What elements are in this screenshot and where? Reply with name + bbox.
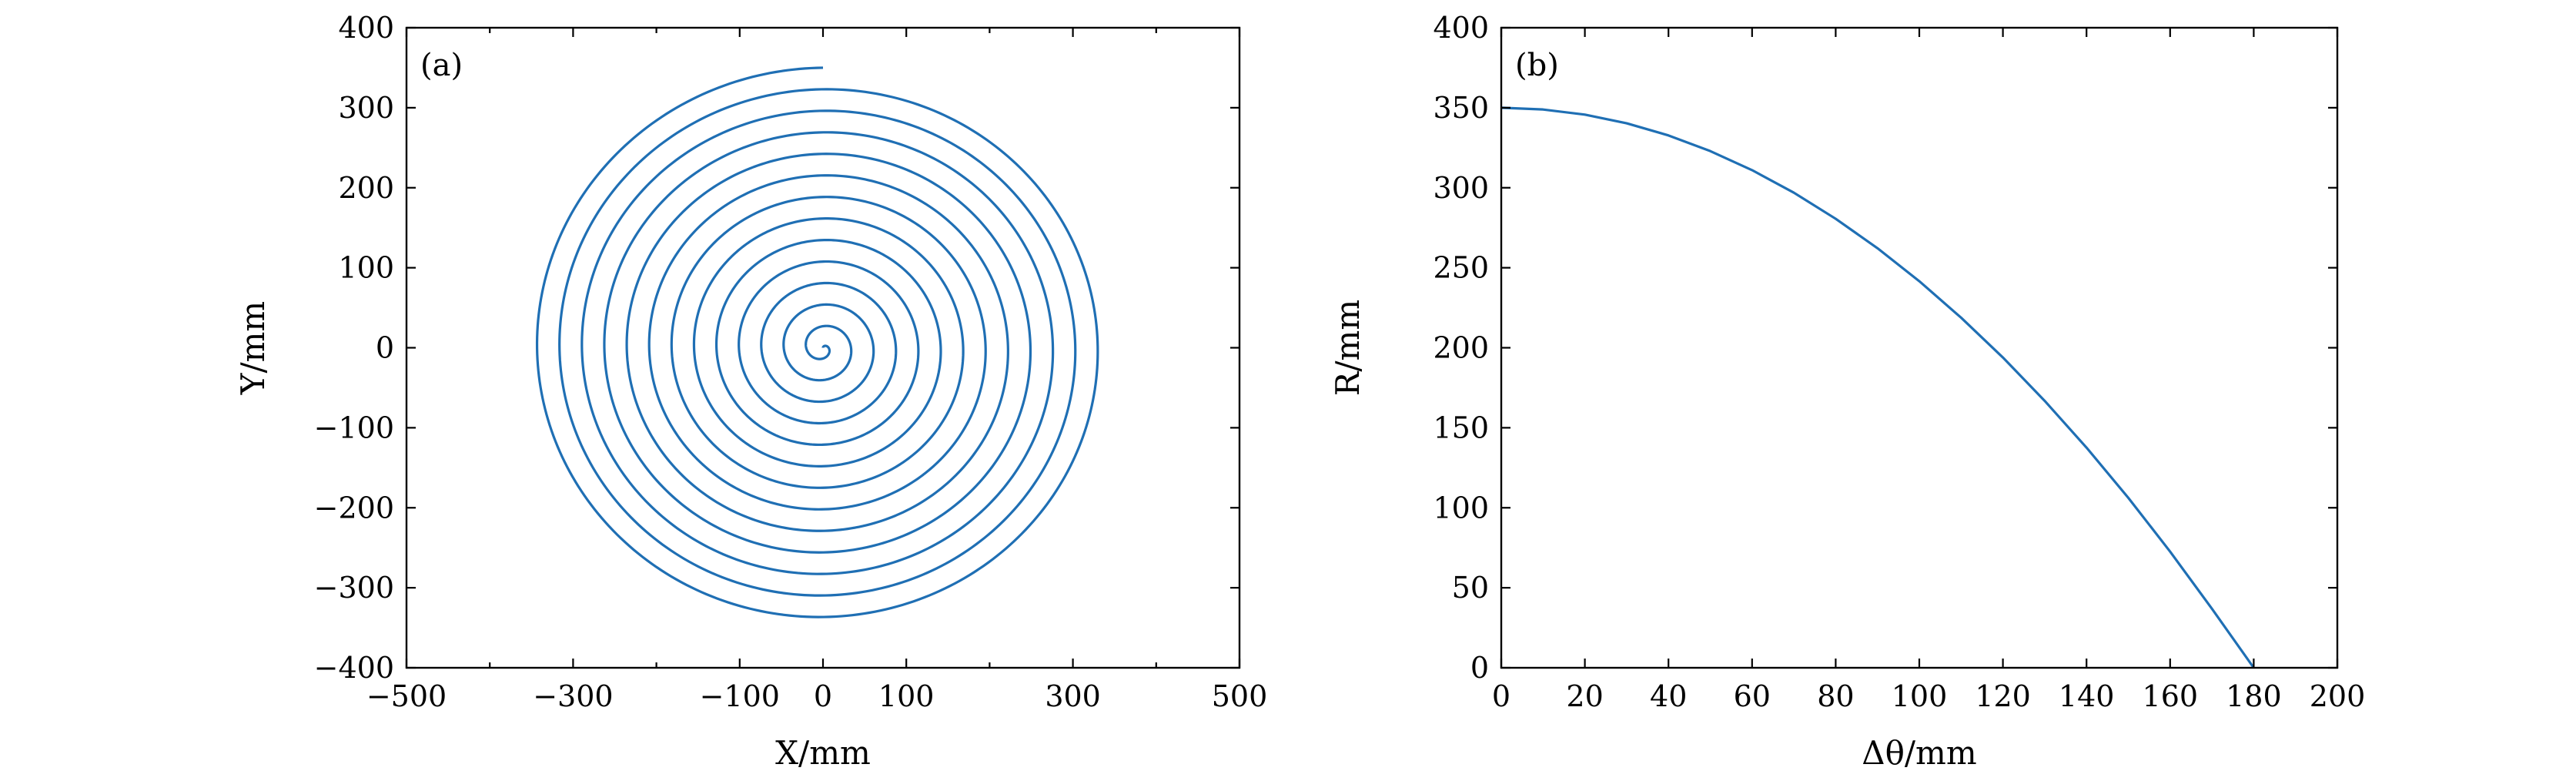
panel-b-y-tick-label: 350 xyxy=(1433,91,1489,125)
panel-b-y-tick-label: 0 xyxy=(1470,651,1489,685)
panel-b-x-tick-label: 140 xyxy=(2059,679,2115,713)
panel-b-y-tick-label: 200 xyxy=(1433,331,1489,365)
panel-a-y-axis-title: Y/mm xyxy=(234,301,272,396)
panel-a-ticks: −500 −300 −100 0 100 300 500 400 300 200 100 0 −100 −… xyxy=(314,11,1268,713)
panel-a-x-tick-label: −300 xyxy=(533,679,613,713)
panel-a-x-tick-label: 100 xyxy=(878,679,935,713)
panel-b-x-tick-label: 0 xyxy=(1492,679,1510,713)
panel-b-radius-chart: 0 20 40 60 80 100 120 140 160 180 200 400 350 300 250 2… xyxy=(1329,11,2365,772)
panel-a-y-tick-label: −400 xyxy=(314,651,394,685)
panel-b-y-axis-title: R/mm xyxy=(1329,300,1367,396)
panel-a-y-tick-label: −200 xyxy=(314,491,394,525)
panel-a-label: (a) xyxy=(420,48,463,83)
panel-b-ticks: 0 20 40 60 80 100 120 140 160 180 200 400 350 300 250 2… xyxy=(1433,11,2365,713)
panel-a-x-axis-title: X/mm xyxy=(775,734,871,772)
panel-b-y-tick-label: 50 xyxy=(1452,571,1489,605)
panel-b-y-tick-label: 400 xyxy=(1433,11,1489,45)
panel-a-plot-frame xyxy=(405,26,1241,669)
panel-b-series-line xyxy=(1500,106,2255,669)
panel-b-x-tick-label: 40 xyxy=(1650,679,1687,713)
panel-a-y-tick-label: 300 xyxy=(338,91,394,125)
panel-a-spiral-chart: −500 −300 −100 0 100 300 500 400 300 200 100 0 −100 −… xyxy=(234,11,1267,772)
panel-a-x-tick-label: 300 xyxy=(1045,679,1101,713)
panel-b-x-tick-label: 20 xyxy=(1566,679,1603,713)
panel-b-y-tick-label: 150 xyxy=(1433,411,1489,444)
panel-a-y-tick-label: 400 xyxy=(338,11,394,45)
panel-a-y-tick-label: −100 xyxy=(314,411,394,444)
panel-b-x-tick-label: 60 xyxy=(1734,679,1771,713)
panel-b-y-tick-label: 300 xyxy=(1433,171,1489,205)
panel-b-plot-frame xyxy=(1500,26,2339,669)
panel-b-y-tick-label: 100 xyxy=(1433,491,1489,525)
panel-a-x-tick-label: 0 xyxy=(814,679,832,713)
panel-b-series-layer xyxy=(1500,106,2255,669)
panel-b-x-tick-label: 120 xyxy=(1975,679,2031,713)
panel-b-x-tick-label: 80 xyxy=(1817,679,1854,713)
panel-b-label: (b) xyxy=(1515,48,1559,83)
panel-b-y-tick-label: 250 xyxy=(1433,251,1489,285)
panel-a-y-tick-label: 200 xyxy=(338,171,394,205)
panel-a-series-layer xyxy=(535,66,1099,618)
panel-a-series-line xyxy=(535,66,1099,618)
panel-b-x-tick-label: 100 xyxy=(1892,679,1948,713)
panel-b-x-tick-label: 160 xyxy=(2143,679,2199,713)
panel-a-x-tick-label: −500 xyxy=(366,679,447,713)
panel-b-x-tick-label: 200 xyxy=(2310,679,2366,713)
panel-a-x-tick-label: −100 xyxy=(700,679,780,713)
panel-b-x-axis-title: Δθ/mm xyxy=(1862,734,1976,772)
panel-a-y-tick-label: 0 xyxy=(376,331,394,365)
panel-a-y-tick-label: −300 xyxy=(314,571,394,605)
panel-b-x-tick-label: 180 xyxy=(2226,679,2282,713)
panel-a-y-tick-label: 100 xyxy=(338,251,394,285)
panel-a-x-tick-label: 500 xyxy=(1212,679,1268,713)
